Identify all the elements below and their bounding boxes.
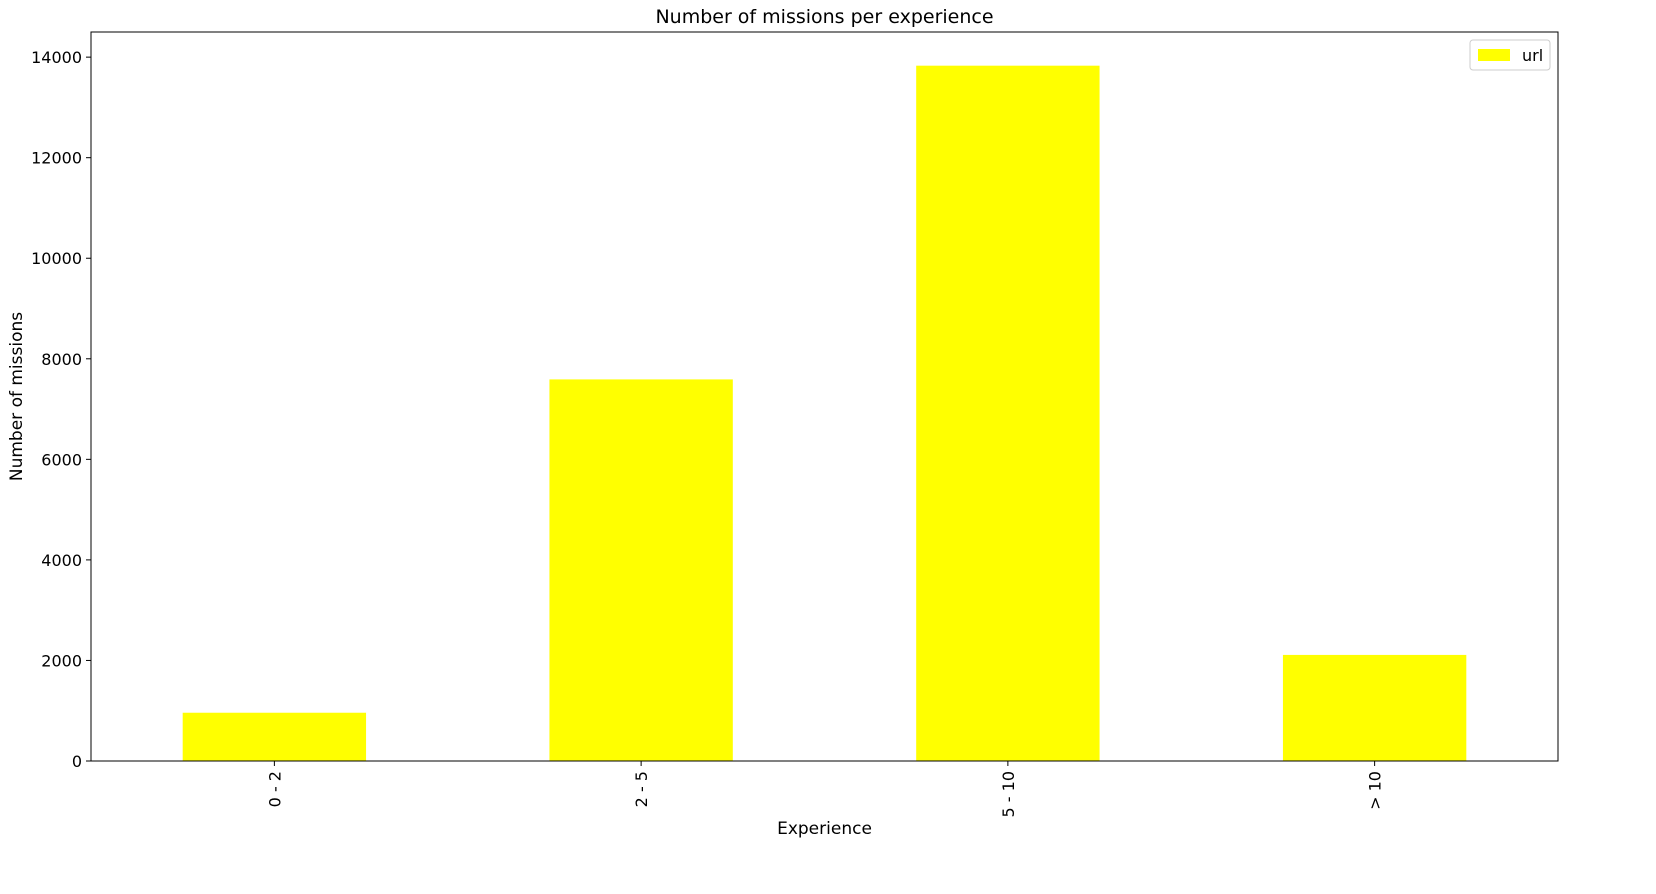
bar-2 [549, 379, 733, 761]
x-axis-label: Experience [777, 819, 872, 839]
y-tick-label: 4000 [41, 551, 82, 570]
bar-1 [182, 712, 367, 761]
bar-3 [916, 65, 1100, 762]
x-tick-label: 0 - 2 [265, 771, 284, 807]
plot-area: 0 2000 4000 6000 8000 10000 12000 14000 0 - 2 2 -… [31, 31, 1559, 817]
y-tick-label: 2000 [41, 651, 82, 670]
y-axis-label: Number of missions [7, 312, 27, 481]
y-tick-label: 0 [72, 752, 82, 771]
x-tick-label: > 10 [1366, 771, 1385, 810]
bar-4 [1282, 654, 1467, 761]
legend-swatch-url [1478, 49, 1510, 61]
legend-label-url: url [1522, 46, 1543, 65]
y-tick-label: 10000 [31, 249, 82, 268]
y-tick-label: 8000 [41, 350, 82, 369]
y-tick-label: 12000 [31, 149, 82, 168]
y-tick-label: 14000 [31, 48, 82, 67]
x-tick-label: 2 - 5 [632, 771, 651, 807]
x-tick-label: 5 - 10 [999, 771, 1018, 817]
legend: url [1469, 39, 1551, 71]
chart-title: Number of missions per experience [655, 6, 993, 28]
axes-frame [90, 31, 1559, 762]
y-tick-label: 6000 [41, 450, 82, 469]
